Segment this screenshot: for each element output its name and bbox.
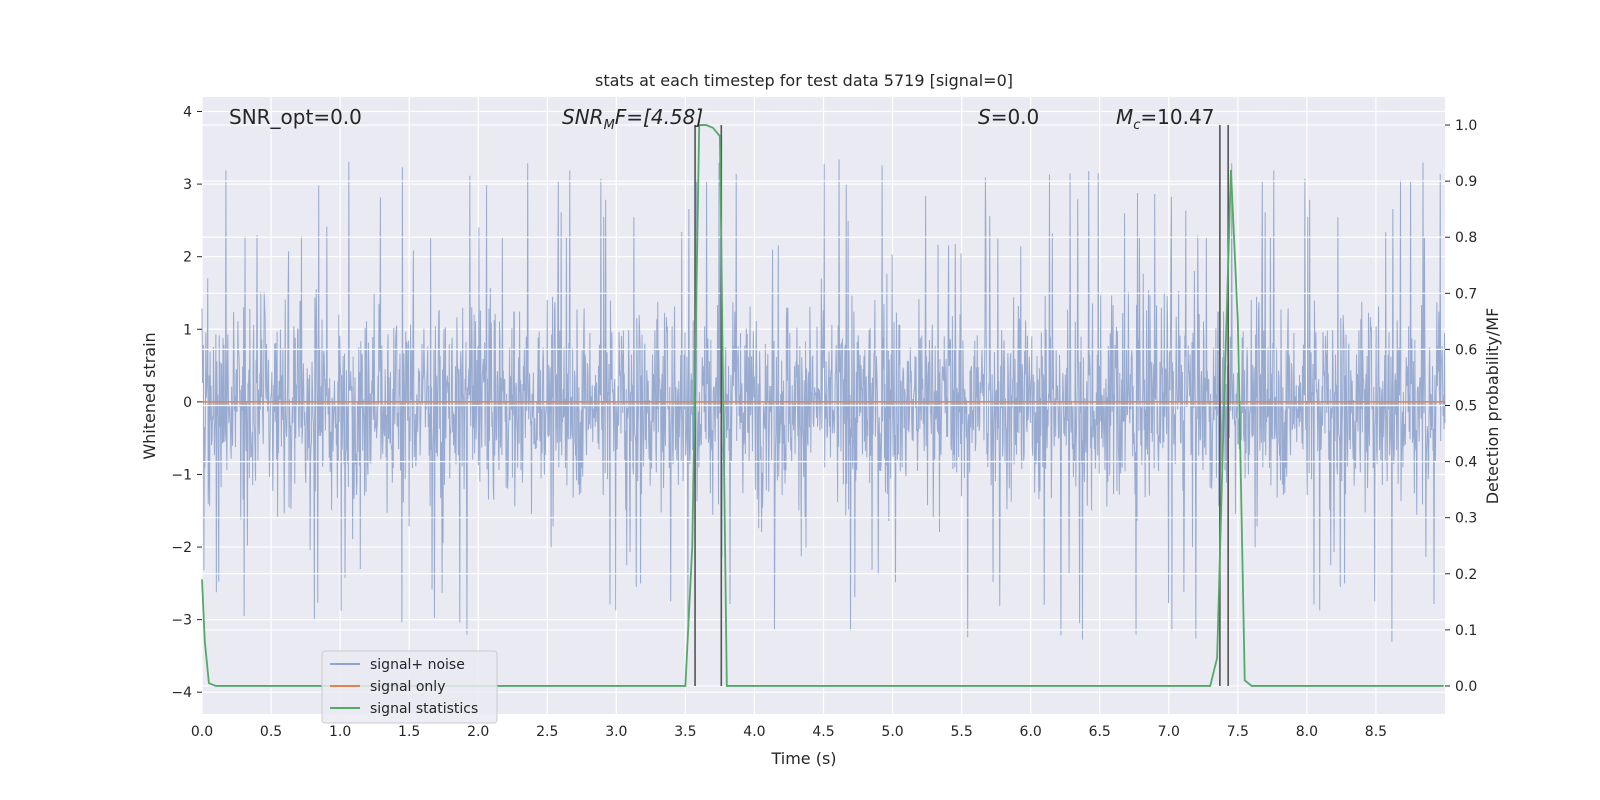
chart-title: stats at each timestep for test data 571…	[595, 71, 1013, 90]
annotation-snr-opt: SNR_opt=0.0	[229, 105, 362, 129]
y-left-tick-label: −1	[171, 467, 192, 483]
x-tick-label: 5.0	[881, 724, 903, 740]
s-base: S	[978, 105, 991, 129]
y-right-tick-label: 0.1	[1455, 623, 1477, 639]
x-tick-label: 0.0	[191, 724, 213, 740]
y-left-tick-label: −4	[171, 685, 192, 701]
y-left-tick-label: 3	[183, 177, 192, 193]
x-tick-label: 1.0	[329, 724, 351, 740]
annotation-s: S=0.0	[978, 105, 1039, 129]
y-left-tick-label: −3	[171, 613, 192, 629]
legend-label-signal-statistics: signal statistics	[370, 701, 478, 717]
mc-rest: =10.47	[1140, 105, 1214, 129]
y-right-tick-label: 0.6	[1455, 342, 1477, 358]
x-tick-label: 1.5	[398, 724, 420, 740]
snr-mf-rest: F=[4.58]	[615, 105, 703, 129]
y-right-axis-ticks: 1.0 0.9 0.8 0.7 0.6 0.5 0.4 0.3 0.2 0.1 0.0	[1445, 118, 1477, 695]
s-rest: =0.0	[991, 105, 1040, 129]
snr-mf-base: SNR	[562, 105, 604, 129]
x-tick-label: 5.5	[950, 724, 972, 740]
y-right-tick-label: 0.5	[1455, 399, 1477, 415]
x-tick-label: 8.0	[1296, 724, 1318, 740]
y-right-tick-label: 0.2	[1455, 567, 1477, 583]
x-tick-label: 6.5	[1089, 724, 1111, 740]
series-signal-statistics	[201, 124, 1444, 687]
y-left-axis-label: Whitened strain	[140, 332, 159, 459]
y-right-axis-label: Detection probability/MF	[1483, 308, 1502, 505]
x-tick-label: 3.5	[674, 724, 696, 740]
annotation-mc: Mc=10.47	[1116, 105, 1214, 133]
x-axis-ticks: 0.0 0.5 1.0 1.5 2.0 2.5 3.0 3.5 4.0 4.5 5.0 5.5 6.0 6…	[191, 724, 1387, 740]
x-tick-label: 3.0	[605, 724, 627, 740]
x-tick-label: 8.5	[1365, 724, 1387, 740]
legend: signal+ noise signal only signal statist…	[321, 650, 498, 724]
x-tick-label: 4.0	[743, 724, 765, 740]
x-axis-label: Time (s)	[770, 749, 836, 768]
signal-statistics-line	[201, 124, 1444, 687]
x-tick-label: 7.0	[1158, 724, 1180, 740]
y-right-tick-label: 0.4	[1455, 455, 1477, 471]
mc-sub: c	[1133, 118, 1140, 133]
x-tick-label: 0.5	[260, 724, 282, 740]
x-tick-label: 2.5	[536, 724, 558, 740]
x-tick-label: 2.0	[467, 724, 489, 740]
x-tick-label: 6.0	[1020, 724, 1042, 740]
x-tick-label: 4.5	[812, 724, 834, 740]
signal-noise-line	[201, 159, 1446, 642]
mc-base: M	[1116, 105, 1133, 129]
x-tick-label: 7.5	[1227, 724, 1249, 740]
y-left-tick-label: 1	[183, 322, 192, 338]
y-right-tick-label: 0.9	[1455, 174, 1477, 190]
y-left-tick-label: 4	[183, 105, 192, 121]
legend-label-signal-only: signal only	[370, 679, 445, 695]
y-right-tick-label: 0.3	[1455, 511, 1477, 527]
y-left-tick-label: 2	[183, 250, 192, 266]
y-left-tick-label: 0	[183, 395, 192, 411]
annotation-snr-mf: SNRMF=[4.58]	[562, 105, 703, 133]
y-right-tick-label: 0.0	[1455, 679, 1477, 695]
snr-mf-sub: M	[604, 118, 615, 133]
y-right-tick-label: 1.0	[1455, 118, 1477, 134]
y-left-tick-label: −2	[171, 540, 192, 556]
y-left-axis-ticks: 4 3 2 1 0 −1 −2 −3 −4	[171, 105, 202, 701]
y-right-tick-label: 0.8	[1455, 230, 1477, 246]
legend-label-signal-noise: signal+ noise	[370, 657, 465, 673]
y-right-tick-label: 0.7	[1455, 286, 1477, 302]
legend-box	[321, 650, 498, 724]
